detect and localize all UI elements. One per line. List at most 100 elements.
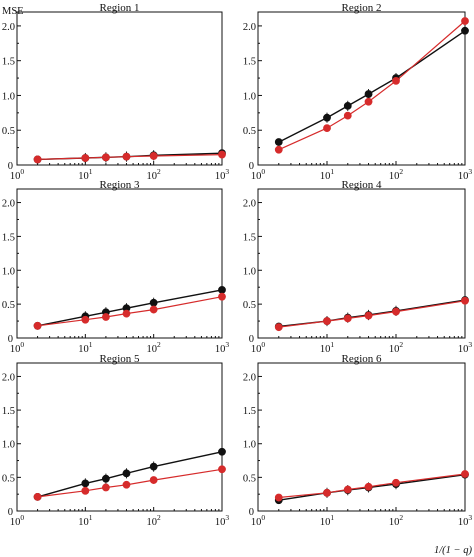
- y-tick-label: 1.5: [243, 232, 256, 243]
- x-tick-label: 102: [147, 167, 162, 182]
- data-point-marker: [81, 154, 90, 162]
- series-line: [37, 296, 223, 327]
- y-tick-label: 2.0: [243, 372, 256, 383]
- data-point-marker: [364, 97, 373, 106]
- data-point-marker: [122, 309, 131, 318]
- plot-frame: [257, 362, 466, 512]
- data-point: [81, 154, 90, 162]
- data-point: [364, 97, 373, 106]
- y-tick-label: 0.5: [243, 126, 256, 137]
- data-point: [274, 145, 283, 154]
- series-line: [278, 30, 466, 143]
- panel-title: Region 6: [341, 353, 382, 365]
- y-tick-label: 1.0: [2, 91, 15, 102]
- x-tick-label: 103: [458, 167, 473, 182]
- data-point-marker: [323, 488, 331, 497]
- data-point: [323, 317, 331, 325]
- series-line: [37, 289, 223, 327]
- data-point: [343, 485, 352, 494]
- data-point-marker: [33, 492, 42, 501]
- series-line: [278, 300, 466, 328]
- data-point-marker: [343, 314, 352, 323]
- data-point-marker: [274, 145, 283, 154]
- x-tick-label: 100: [251, 340, 266, 355]
- data-point: [122, 309, 131, 318]
- data-point: [343, 111, 352, 120]
- data-point-marker: [323, 317, 331, 325]
- x-tick-label: 102: [147, 340, 162, 355]
- x-tick-label: 101: [78, 513, 93, 528]
- data-point-marker: [218, 150, 226, 159]
- data-point: [149, 152, 158, 160]
- y-tick-label: 0: [249, 334, 254, 345]
- panel-title: Region 2: [341, 2, 381, 14]
- data-point: [323, 112, 331, 123]
- plot-frame: [16, 11, 223, 166]
- data-point-marker: [343, 485, 352, 494]
- panel-title: Region 1: [99, 2, 139, 14]
- data-point: [33, 321, 42, 330]
- data-point: [364, 482, 373, 491]
- y-tick-label: 0: [8, 161, 13, 172]
- data-point: [364, 88, 373, 100]
- data-point: [218, 446, 226, 457]
- data-point-marker: [122, 480, 131, 489]
- data-point-marker: [149, 476, 158, 484]
- y-tick-label: 1.0: [2, 266, 15, 277]
- data-point: [323, 488, 331, 497]
- data-point-marker: [102, 483, 110, 492]
- x-tick-label: 103: [215, 340, 230, 355]
- data-point: [392, 76, 400, 85]
- data-point-marker: [461, 17, 469, 25]
- data-point: [461, 296, 469, 305]
- data-point: [218, 292, 226, 301]
- plot-frame: [257, 11, 466, 166]
- data-point: [364, 311, 373, 320]
- plot-frame: [16, 188, 223, 339]
- data-point: [33, 155, 42, 164]
- data-point: [102, 153, 110, 162]
- x-tick-label: 101: [320, 167, 335, 182]
- data-point-marker: [218, 465, 226, 474]
- x-tick-label: 103: [458, 340, 473, 355]
- x-tick-label: 102: [389, 167, 404, 182]
- x-tick-label: 100: [251, 513, 266, 528]
- x-tick-label: 101: [320, 340, 335, 355]
- data-point: [218, 150, 226, 159]
- x-tick-label: 100: [10, 340, 25, 355]
- data-point-marker: [274, 493, 283, 502]
- data-point-marker: [274, 138, 283, 146]
- x-tick-label: 100: [10, 167, 25, 182]
- x-tick-label: 103: [215, 513, 230, 528]
- data-point: [81, 315, 90, 324]
- data-point-marker: [392, 478, 400, 487]
- data-point-marker: [461, 296, 469, 305]
- y-tick-label: 0.5: [2, 473, 15, 484]
- plot-frame: [16, 362, 223, 512]
- y-tick-label: 2.0: [2, 22, 15, 33]
- data-point: [274, 323, 283, 332]
- data-point-marker: [392, 307, 400, 316]
- data-point-marker: [392, 76, 400, 85]
- data-point: [81, 478, 90, 489]
- y-tick-label: 2.0: [243, 22, 256, 33]
- y-tick-label: 0: [249, 507, 254, 518]
- data-point: [102, 483, 110, 492]
- panel-title: Region 5: [99, 353, 140, 365]
- x-tick-label: 103: [215, 167, 230, 182]
- data-point-marker: [102, 153, 110, 162]
- data-point: [461, 17, 469, 25]
- data-point-marker: [364, 311, 373, 320]
- data-point-marker: [102, 313, 110, 321]
- data-point-marker: [364, 482, 373, 491]
- y-tick-label: 2.0: [2, 199, 15, 210]
- data-point: [102, 313, 110, 321]
- x-tick-label: 103: [458, 513, 473, 528]
- data-point: [461, 470, 469, 478]
- data-point-marker: [81, 315, 90, 324]
